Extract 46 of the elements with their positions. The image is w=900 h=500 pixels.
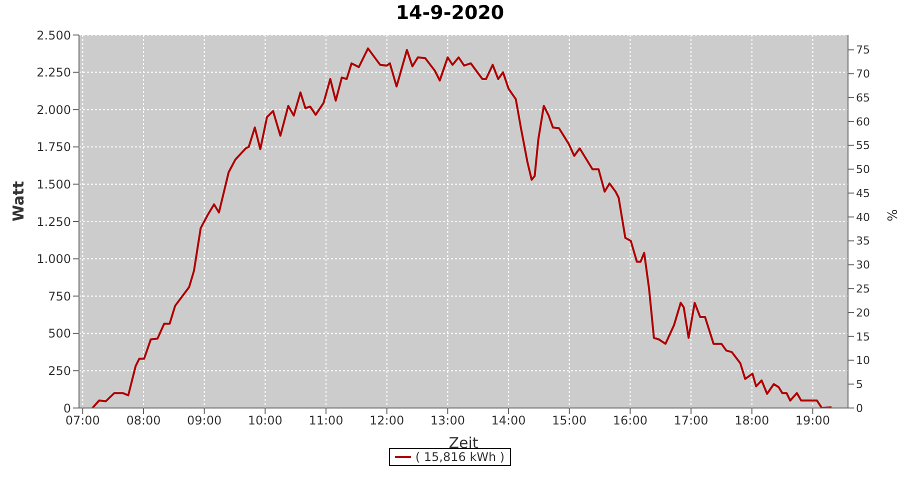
y-tick-label: 0 <box>63 401 71 416</box>
y2-tick-label: 40 <box>856 210 870 224</box>
x-tick-label: 14:00 <box>491 414 526 428</box>
y-tick-label: 2.000 <box>36 102 71 117</box>
y-tick-label: 250 <box>48 364 71 378</box>
x-tick-label: 19:00 <box>795 414 830 428</box>
x-tick-label: 08:00 <box>126 414 161 428</box>
y2-tick-label: 65 <box>856 91 870 104</box>
y2-tick-label: 60 <box>856 115 870 128</box>
legend-label: ( 15,816 kWh ) <box>415 450 505 464</box>
y2-tick-label: 10 <box>856 354 870 368</box>
y-axis-title: Watt <box>9 181 28 222</box>
x-tick-label: 07:00 <box>65 414 100 428</box>
y2-tick-label: 55 <box>856 139 870 152</box>
x-axis-title: Zeit <box>448 434 478 452</box>
y2-tick-label: 35 <box>856 234 870 248</box>
line-series <box>91 47 833 408</box>
y-tick-label: 750 <box>48 289 71 304</box>
y2-tick-label: 45 <box>856 186 870 200</box>
y-tick-label: 1.000 <box>36 252 71 266</box>
y-tick-label: 1.750 <box>36 140 71 154</box>
x-tick-label: 10:00 <box>248 414 282 428</box>
y-tick-label: 2.250 <box>36 66 71 80</box>
y-tick-label: 500 <box>48 326 71 341</box>
x-tick-label: 18:00 <box>734 414 770 428</box>
y2-tick-label: 70 <box>856 68 870 81</box>
x-tick-label: 13:00 <box>430 414 465 428</box>
y2-tick-label: 30 <box>856 258 870 272</box>
y2-tick-label: 5 <box>856 378 863 392</box>
x-tick-label: 09:00 <box>187 414 222 428</box>
y2-tick-label: 75 <box>856 44 870 57</box>
y2-tick-label: 0 <box>856 402 863 415</box>
y-tick-label: 1.250 <box>36 214 71 229</box>
x-tick-label: 15:00 <box>552 414 587 428</box>
y2-tick-label: 20 <box>856 306 870 320</box>
y2-tick-label: 25 <box>856 282 870 296</box>
y2-axis-title: % <box>883 209 898 222</box>
y-tick-label: 2.500 <box>36 28 71 42</box>
x-tick-label: 17:00 <box>674 414 708 428</box>
chart-title: 14-9-2020 <box>394 2 506 24</box>
y-tick-label: 1.500 <box>36 177 71 192</box>
x-tick-label: 12:00 <box>370 414 404 428</box>
x-tick-label: 11:00 <box>308 414 344 428</box>
x-tick-label: 16:00 <box>612 414 648 428</box>
y2-tick-label: 50 <box>856 163 870 176</box>
y2-tick-label: 15 <box>856 330 870 344</box>
